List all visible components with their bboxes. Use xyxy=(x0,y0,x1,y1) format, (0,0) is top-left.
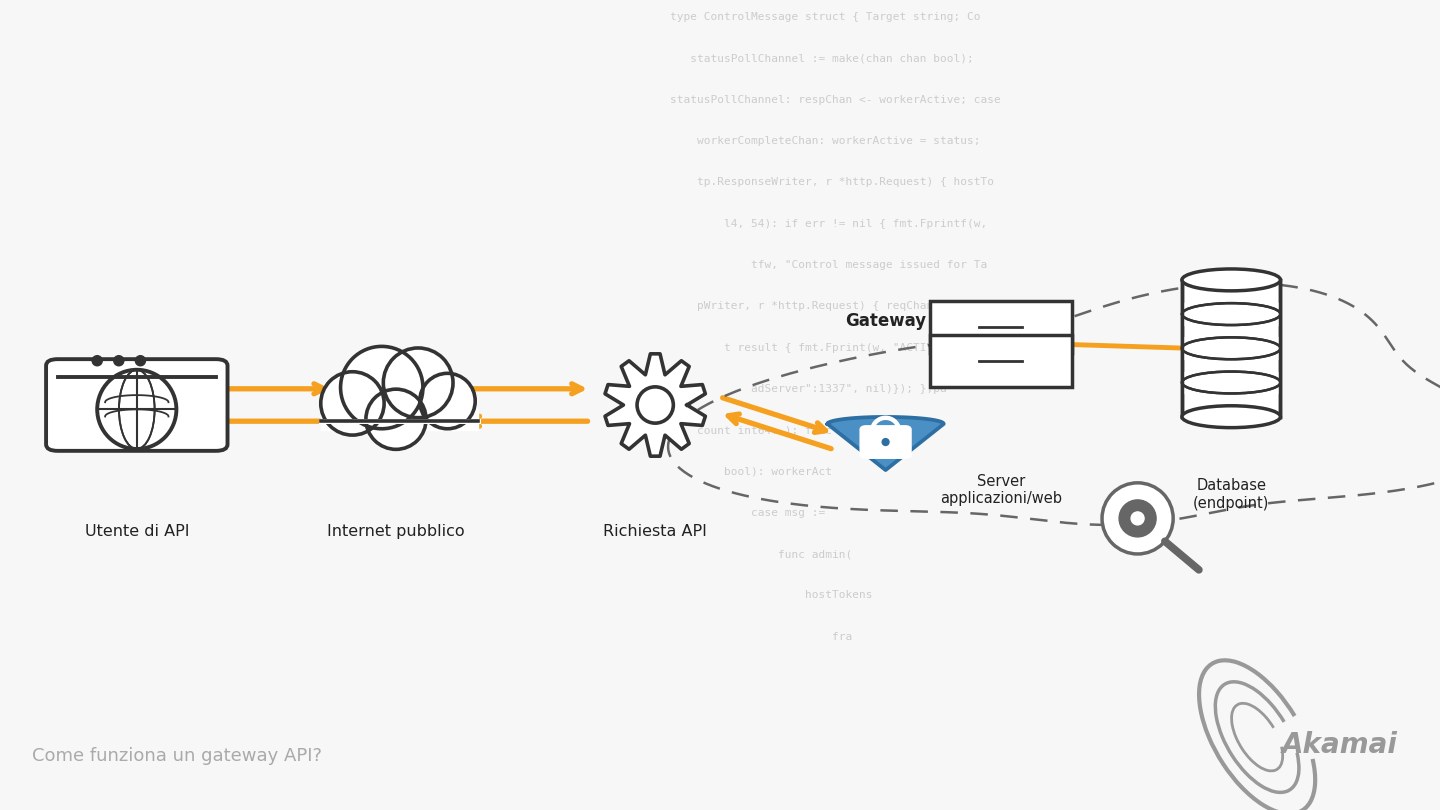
Bar xyxy=(1184,337,1279,360)
Text: statusPollChannel: respChan <- workerActive; case: statusPollChannel: respChan <- workerAct… xyxy=(670,95,1001,104)
Text: tp.ResponseWriter, r *http.Request) { hostTo: tp.ResponseWriter, r *http.Request) { ho… xyxy=(670,177,994,187)
Text: Akamai: Akamai xyxy=(1282,731,1397,759)
Text: workerCompleteChan: workerActive = status;: workerCompleteChan: workerActive = statu… xyxy=(670,136,981,146)
Ellipse shape xyxy=(883,438,888,446)
Bar xyxy=(1184,372,1279,394)
Text: count int64: ); func ma: count int64: ); func ma xyxy=(670,425,852,435)
Bar xyxy=(1184,303,1279,325)
Ellipse shape xyxy=(135,356,145,366)
Text: Server
applicazioni/web: Server applicazioni/web xyxy=(940,474,1061,506)
Ellipse shape xyxy=(636,387,674,423)
Ellipse shape xyxy=(366,389,426,450)
FancyBboxPatch shape xyxy=(46,359,228,451)
Text: Internet pubblico: Internet pubblico xyxy=(327,524,465,539)
Text: Come funziona un gateway API?: Come funziona un gateway API? xyxy=(32,748,321,765)
FancyBboxPatch shape xyxy=(861,426,910,458)
Text: Utente di API: Utente di API xyxy=(85,524,189,539)
Text: case msg :=: case msg := xyxy=(670,508,825,518)
Text: bool): workerAct: bool): workerAct xyxy=(670,467,832,476)
Text: Database
(endpoint): Database (endpoint) xyxy=(1192,478,1270,510)
Bar xyxy=(1182,280,1280,416)
Text: t result { fmt.Fprint(w, "ACTIVE": t result { fmt.Fprint(w, "ACTIVE" xyxy=(670,343,946,352)
Ellipse shape xyxy=(1182,269,1280,291)
Ellipse shape xyxy=(321,372,384,435)
Text: Gateway: Gateway xyxy=(845,312,926,330)
Text: hostTokens: hostTokens xyxy=(670,590,873,600)
Ellipse shape xyxy=(1182,406,1280,428)
Polygon shape xyxy=(605,354,706,456)
Ellipse shape xyxy=(1102,483,1174,554)
FancyBboxPatch shape xyxy=(930,335,1071,387)
Ellipse shape xyxy=(420,373,475,428)
Text: type ControlMessage struct { Target string; Co: type ControlMessage struct { Target stri… xyxy=(670,12,981,22)
Ellipse shape xyxy=(340,347,423,428)
Text: tfw, "Control message issued for Ta: tfw, "Control message issued for Ta xyxy=(670,260,986,270)
Text: func admin(: func admin( xyxy=(670,549,852,559)
Text: l4, 54): if err != nil { fmt.Fprintf(w,: l4, 54): if err != nil { fmt.Fprintf(w, xyxy=(670,219,986,228)
Ellipse shape xyxy=(114,356,124,366)
Text: Richiesta API: Richiesta API xyxy=(603,524,707,539)
Ellipse shape xyxy=(383,348,454,418)
Text: adServer":1337", nil)}); };pa: adServer":1337", nil)}); };pa xyxy=(670,384,946,394)
Ellipse shape xyxy=(1132,512,1143,525)
Text: pWriter, r *http.Request) { reqChan: pWriter, r *http.Request) { reqChan xyxy=(670,301,933,311)
Bar xyxy=(321,409,478,430)
Polygon shape xyxy=(828,417,943,470)
FancyBboxPatch shape xyxy=(930,301,1071,353)
Text: fra: fra xyxy=(670,632,852,642)
Ellipse shape xyxy=(92,356,102,366)
Text: statusPollChannel := make(chan chan bool);: statusPollChannel := make(chan chan bool… xyxy=(670,53,973,63)
Ellipse shape xyxy=(1119,500,1156,537)
